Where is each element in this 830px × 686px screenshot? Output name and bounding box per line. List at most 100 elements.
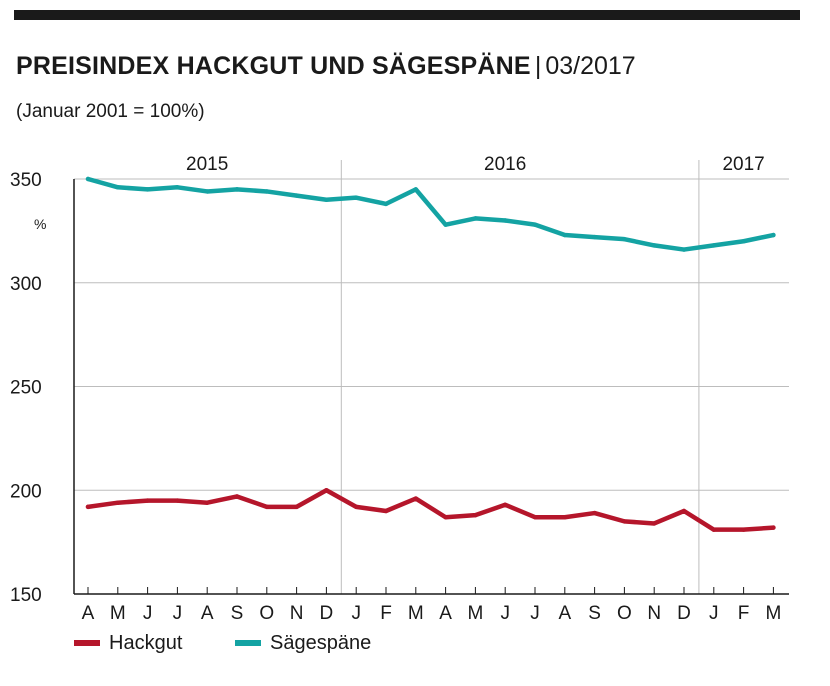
data-point-saegespaene xyxy=(115,185,121,190)
legend-label-hackgut: Hackgut xyxy=(109,631,183,654)
data-point-saegespaene xyxy=(205,189,210,194)
x-tick-label: M xyxy=(467,603,483,624)
x-tick-label: J xyxy=(173,603,183,624)
data-point-hackgut xyxy=(562,515,567,520)
data-point-hackgut xyxy=(503,502,508,507)
data-point-saegespaene xyxy=(324,197,329,202)
x-tick-label: A xyxy=(439,603,452,624)
x-tick-label: S xyxy=(588,603,601,624)
legend-item-hackgut: Hackgut xyxy=(74,630,182,656)
year-label: 2017 xyxy=(722,154,764,175)
series-line-saegespaene xyxy=(85,176,776,252)
data-point-saegespaene xyxy=(771,232,776,238)
y-tick-label: 350 xyxy=(10,170,42,191)
legend-label-saegespaene: Sägespäne xyxy=(270,631,372,654)
data-point-saegespaene xyxy=(562,232,567,238)
data-point-hackgut xyxy=(532,515,538,520)
x-tick-label: M xyxy=(408,603,424,624)
data-point-saegespaene xyxy=(503,218,508,223)
chart-title: PREISINDEX HACKGUT UND SÄGESPÄNE xyxy=(16,52,531,80)
data-point-hackgut xyxy=(205,500,210,505)
data-point-hackgut xyxy=(413,496,418,501)
data-point-saegespaene xyxy=(145,187,150,192)
data-point-hackgut xyxy=(175,498,180,503)
year-label: 2016 xyxy=(484,154,526,175)
data-point-saegespaene xyxy=(592,234,597,240)
data-point-hackgut xyxy=(264,504,269,510)
data-point-saegespaene xyxy=(711,243,716,248)
data-point-hackgut xyxy=(115,500,121,505)
grid-layer xyxy=(74,160,789,594)
x-tick-label: F xyxy=(380,603,392,624)
data-point-saegespaene xyxy=(383,201,389,207)
x-tick-label: M xyxy=(765,603,781,624)
x-tick-label: F xyxy=(738,603,750,624)
x-tick-label: D xyxy=(677,603,691,624)
data-point-hackgut xyxy=(652,521,657,526)
x-tick-label: A xyxy=(201,603,214,624)
data-point-hackgut xyxy=(711,527,716,532)
year-label: 2015 xyxy=(186,154,228,175)
data-point-hackgut xyxy=(771,525,776,530)
series-layer xyxy=(85,176,776,532)
x-tick-label: N xyxy=(647,603,661,624)
chart-subtitle: (Januar 2001 = 100%) xyxy=(16,101,205,122)
data-point-saegespaene xyxy=(175,185,180,190)
x-tick-label: J xyxy=(351,603,361,624)
data-point-saegespaene xyxy=(532,222,538,227)
data-point-saegespaene xyxy=(443,222,448,227)
data-point-saegespaene xyxy=(85,176,91,182)
y-tick-label: 300 xyxy=(10,274,42,295)
data-point-saegespaene xyxy=(741,239,746,244)
x-tick-label: J xyxy=(709,603,719,624)
x-tick-label: O xyxy=(617,603,632,624)
data-point-hackgut xyxy=(681,508,687,514)
x-tick-label: S xyxy=(231,603,244,624)
x-tick-label: J xyxy=(143,603,153,624)
data-point-hackgut xyxy=(324,488,329,493)
data-point-hackgut xyxy=(443,515,448,520)
data-point-saegespaene xyxy=(264,189,269,194)
data-point-saegespaene xyxy=(234,187,240,192)
data-point-hackgut xyxy=(592,510,597,516)
x-tick-label: J xyxy=(500,603,510,624)
legend-item-saegespaene: Sägespäne xyxy=(235,630,371,656)
title-separator: | xyxy=(534,52,542,80)
series-line-hackgut xyxy=(85,488,776,532)
x-tick-label: D xyxy=(320,603,334,624)
data-point-saegespaene xyxy=(294,193,299,198)
data-point-hackgut xyxy=(473,512,478,518)
legend-swatch-hackgut xyxy=(74,640,100,646)
y-tick-label: 200 xyxy=(10,481,42,502)
data-point-hackgut xyxy=(354,504,359,510)
x-tick-label: N xyxy=(290,603,304,624)
data-point-saegespaene xyxy=(413,187,418,192)
title-date: 03/2017 xyxy=(545,52,636,80)
legend-swatch-saegespaene xyxy=(235,640,261,646)
x-tick-label: A xyxy=(558,603,571,624)
axis-layer xyxy=(73,179,789,595)
title-row: PREISINDEX HACKGUT UND SÄGESPÄNE | 03/2017 xyxy=(16,52,636,81)
top-rule xyxy=(14,10,800,20)
data-point-hackgut xyxy=(622,519,627,524)
data-point-saegespaene xyxy=(652,243,657,248)
y-tick-label: 250 xyxy=(10,378,42,399)
data-point-hackgut xyxy=(145,498,150,503)
data-point-saegespaene xyxy=(354,195,359,200)
data-point-hackgut xyxy=(294,504,299,510)
data-point-hackgut xyxy=(383,508,389,514)
x-tick-label: O xyxy=(259,603,274,624)
y-unit-label: % xyxy=(34,216,46,232)
data-point-saegespaene xyxy=(622,236,627,242)
x-tick-label: A xyxy=(82,603,95,624)
data-point-hackgut xyxy=(85,504,91,510)
x-tick-label: M xyxy=(110,603,126,624)
x-tick-label: J xyxy=(530,603,540,624)
data-point-hackgut xyxy=(234,494,240,499)
y-tick-label: 150 xyxy=(10,585,42,606)
data-point-saegespaene xyxy=(473,216,478,221)
data-point-saegespaene xyxy=(681,247,687,252)
data-point-hackgut xyxy=(741,527,746,532)
